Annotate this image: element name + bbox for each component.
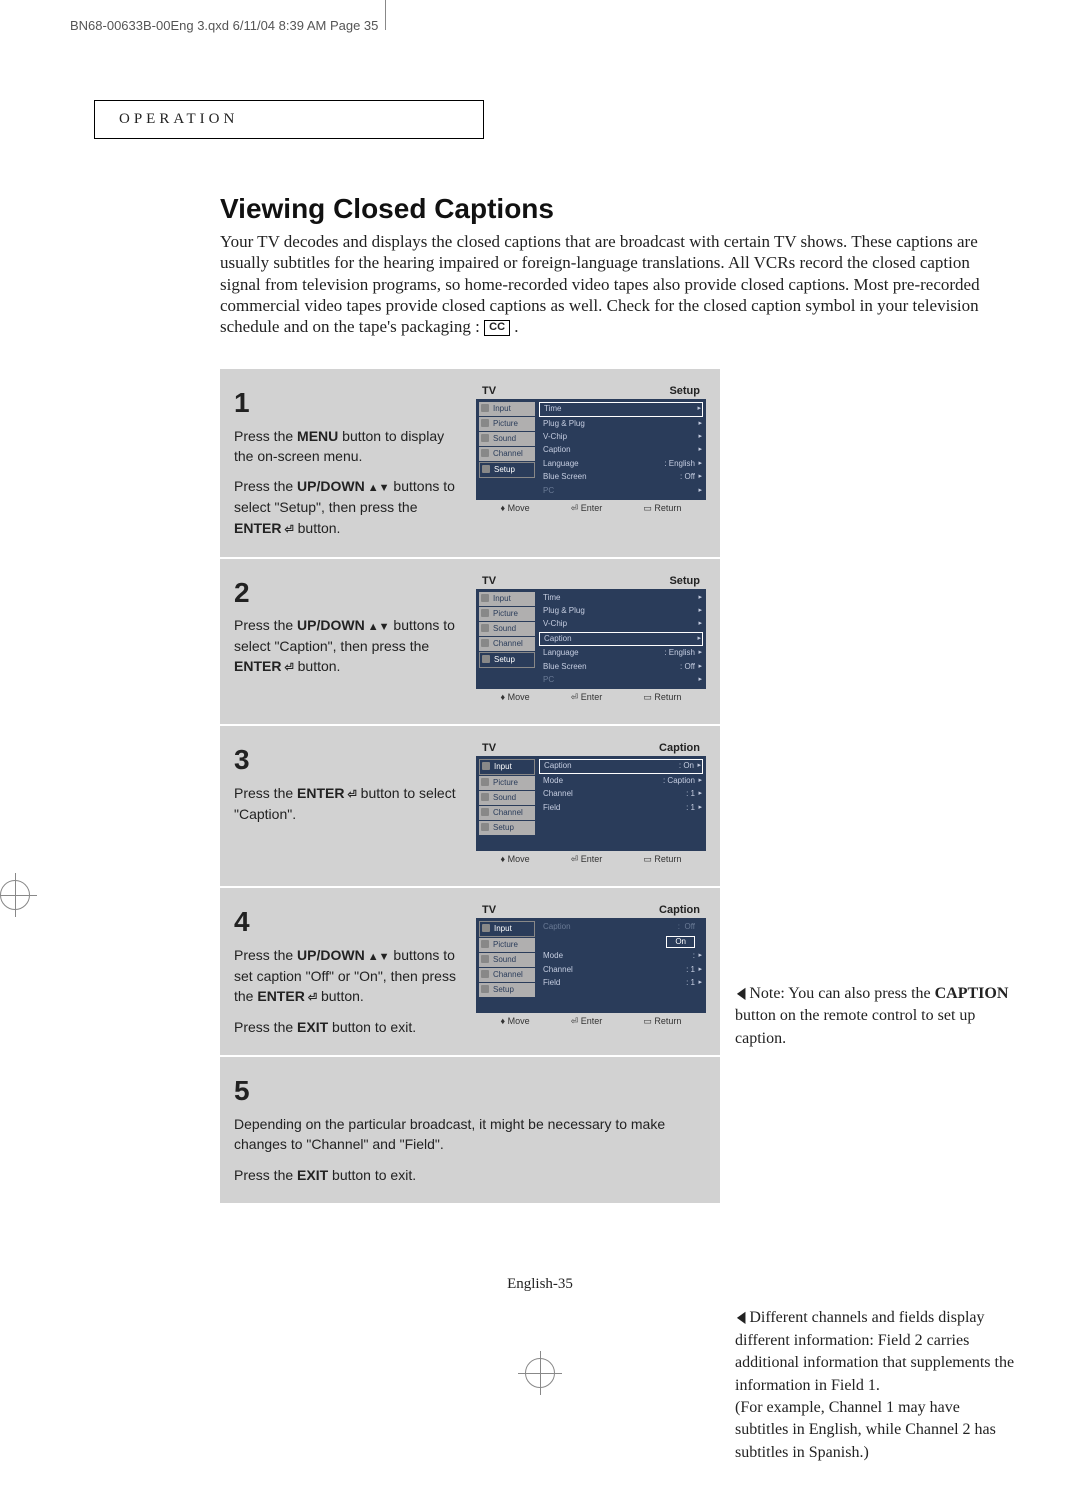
osd-screenshot: TVSetupInputPictureSoundChannelSetupTime… [476, 573, 706, 707]
updown-icon [365, 947, 390, 963]
osd-screenshot: TVCaptionInputPictureSoundChannelSetupCa… [476, 740, 706, 868]
step-4: 4 Press the UP/DOWN buttons to set capti… [220, 888, 720, 1057]
osd-screenshot: TVCaptionInputPictureSoundChannelSetupCa… [476, 902, 706, 1030]
page-title: Viewing Closed Captions [220, 193, 1014, 225]
enter-icon [281, 520, 293, 536]
cc-icon: CC [484, 320, 510, 336]
doc-header: BN68-00633B-00Eng 3.qxd 6/11/04 8:39 AM … [70, 18, 378, 33]
enter-icon [344, 785, 356, 801]
updown-icon [365, 617, 390, 633]
intro-paragraph: Your TV decodes and displays the closed … [220, 231, 980, 337]
enter-icon [305, 988, 317, 1004]
registration-mark [0, 880, 30, 910]
steps-container: 1 Press the MENU button to display the o… [220, 369, 720, 1203]
side-note-3: ◀Note: You can also press the CAPTION bu… [735, 983, 1015, 1050]
step-number: 3 [234, 740, 464, 781]
step-number: 5 [234, 1071, 706, 1112]
step-number: 1 [234, 383, 464, 424]
step-number: 4 [234, 902, 464, 943]
section-header: OPERATION [94, 100, 484, 139]
registration-mark [525, 1358, 555, 1388]
step-5: 5 Depending on the particular broadcast,… [220, 1057, 720, 1202]
step-number: 2 [234, 573, 464, 614]
enter-icon [281, 658, 293, 674]
page-number: English-35 [0, 1276, 1080, 1293]
updown-icon [365, 478, 390, 494]
osd-screenshot: TVSetupInputPictureSoundChannelSetupTime… [476, 383, 706, 517]
step-2: 2 Press the UP/DOWN buttons to select "C… [220, 559, 720, 727]
step-3: 3 Press the ENTER button to select "Capt… [220, 726, 720, 888]
step-1: 1 Press the MENU button to display the o… [220, 369, 720, 558]
side-note-5: ◀Different channels and fields display d… [735, 1285, 1015, 1464]
crop-mark [385, 0, 386, 30]
